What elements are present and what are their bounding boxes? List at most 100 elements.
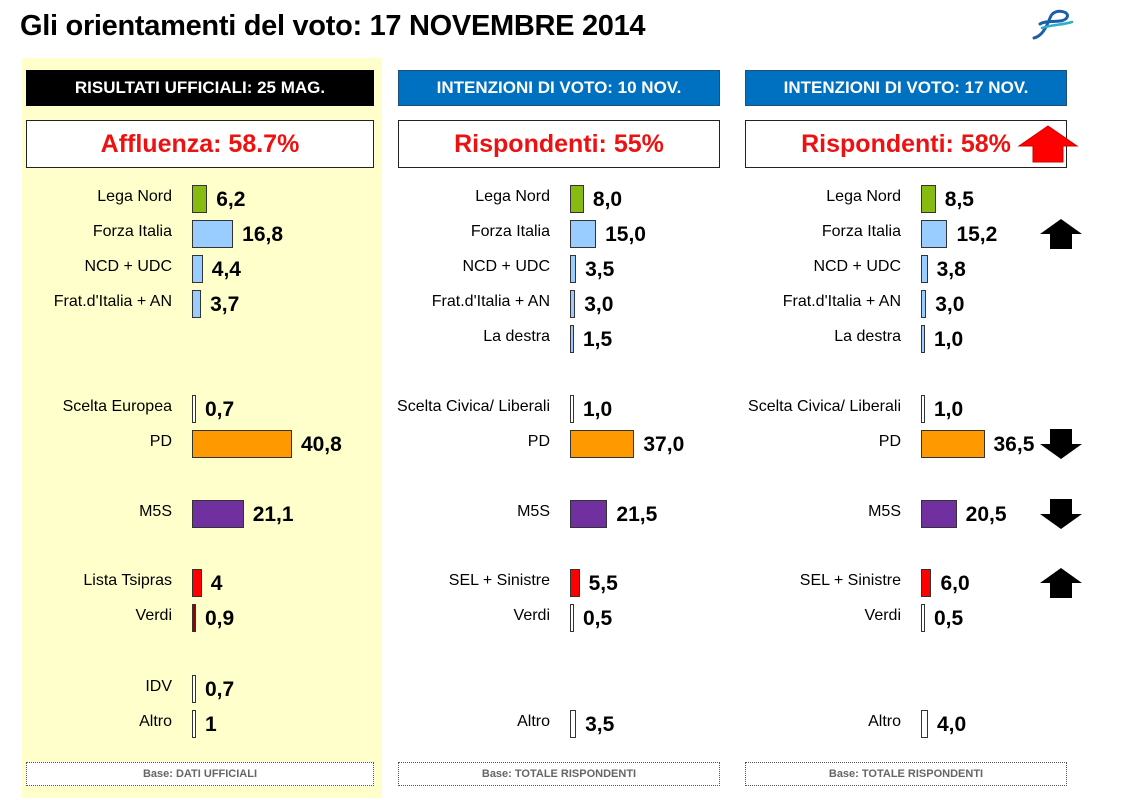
value-label: 6,2 <box>216 188 246 211</box>
category-label: PD <box>878 433 901 450</box>
bar <box>570 325 574 353</box>
bar <box>570 710 577 738</box>
category-label: NCD + UDC <box>813 258 901 275</box>
bar <box>921 220 948 248</box>
bar <box>921 604 925 632</box>
category-label: SEL + Sinistre <box>448 572 550 589</box>
category-label: Altro <box>517 713 550 730</box>
category-label: Verdi <box>135 607 172 624</box>
panel-header: RISULTATI UFFICIALI: 25 MAG. <box>26 70 374 106</box>
category-label: PD <box>527 433 550 450</box>
value-label: 3,0 <box>584 293 614 316</box>
value-label: 0,7 <box>205 398 235 421</box>
value-label: 4,0 <box>936 713 967 736</box>
value-label: 15,0 <box>605 223 646 246</box>
value-label: 1 <box>205 713 217 736</box>
bar-row: Forza Italia 16,8 <box>22 219 382 249</box>
bar <box>570 395 574 423</box>
category-label: Frat.d'Italia + AN <box>782 293 901 310</box>
bar <box>921 569 932 597</box>
bar <box>921 290 927 318</box>
bar-row: PD 37,0 <box>394 429 754 459</box>
bar <box>192 604 196 632</box>
bar-row: Altro 1 <box>22 709 382 739</box>
bar-row: Altro 3,5 <box>394 709 754 739</box>
value-label: 4 <box>210 572 223 595</box>
bar-row: NCD + UDC 3,5 <box>394 254 754 284</box>
page-title: Gli orientamenti del voto: 17 NOVEMBRE 2… <box>20 10 646 42</box>
bar-row: Forza Italia 15,2 <box>741 219 1101 249</box>
category-label: Verdi <box>513 607 550 624</box>
value-label: 21,5 <box>616 503 658 526</box>
category-label: Scelta Civica/ Liberali <box>397 398 550 415</box>
bar-row: Frat.d'Italia + AN 3,7 <box>22 289 382 319</box>
value-label: 3,7 <box>210 293 240 316</box>
bar-row: Lega Nord 8,0 <box>394 184 754 214</box>
bar <box>192 569 202 597</box>
bar-row: Verdi 0,5 <box>394 603 754 633</box>
bar-row: Frat.d'Italia + AN 3,0 <box>741 289 1101 319</box>
category-label: NCD + UDC <box>84 258 172 275</box>
value-label: 0,5 <box>934 607 964 630</box>
category-label: Frat.d'Italia + AN <box>431 293 550 310</box>
bar <box>921 395 925 423</box>
panel-header: INTENZIONI DI VOTO: 10 NOV. <box>398 70 720 106</box>
bar <box>570 604 574 632</box>
bar <box>192 185 208 213</box>
bar <box>921 500 957 528</box>
base-note: Base: DATI UFFICIALI <box>26 762 374 786</box>
bar-row: M5S 21,5 <box>394 499 754 529</box>
bar <box>192 255 203 283</box>
bar-row: Frat.d'Italia + AN 3,0 <box>394 289 754 319</box>
category-label: IDV <box>145 678 172 695</box>
bar <box>192 395 196 423</box>
bar-row: NCD + UDC 4,4 <box>22 254 382 284</box>
bar-row: Forza Italia 15,0 <box>394 219 754 249</box>
category-label: Forza Italia <box>821 223 901 240</box>
key-stat-box: Rispondenti: 58% <box>745 120 1067 168</box>
category-label: La destra <box>834 328 901 345</box>
bar-row: PD 40,8 <box>22 429 382 459</box>
bar-row: M5S 21,1 <box>22 499 382 529</box>
bar <box>192 710 196 738</box>
value-label: 15,2 <box>956 223 998 246</box>
bar <box>570 430 635 458</box>
value-label: 36,5 <box>993 433 1035 456</box>
value-label: 5,5 <box>588 572 618 595</box>
value-label: 3,0 <box>935 293 965 316</box>
value-label: 4,4 <box>211 258 241 281</box>
panel-header: INTENZIONI DI VOTO: 17 NOV. <box>745 70 1067 106</box>
value-label: 37,0 <box>643 433 685 456</box>
value-label: 6,0 <box>940 572 970 595</box>
bar <box>192 430 292 458</box>
bar <box>570 500 608 528</box>
category-label: Forza Italia <box>92 223 172 240</box>
bar-row: La destra 1,0 <box>741 324 1101 354</box>
value-label: 0,7 <box>205 678 235 701</box>
category-label: Altro <box>139 713 172 730</box>
bar <box>570 290 576 318</box>
bar <box>570 255 577 283</box>
brand-logo-icon <box>1032 9 1074 40</box>
bar-row: La destra 1,5 <box>394 324 754 354</box>
category-label: M5S <box>139 503 172 520</box>
value-label: 3,5 <box>585 258 615 281</box>
bar <box>921 325 925 353</box>
key-stat-up-arrow-icon <box>1017 125 1079 163</box>
bar <box>570 185 584 213</box>
category-label: Lega Nord <box>97 188 172 205</box>
bar-row: IDV 0,7 <box>22 674 382 704</box>
category-label: Verdi <box>864 607 901 624</box>
value-label: 8,5 <box>944 188 974 211</box>
key-stat-box: Rispondenti: 55% <box>398 120 720 168</box>
bar-row: SEL + Sinistre 5,5 <box>394 568 754 598</box>
category-label: PD <box>149 433 172 450</box>
panel-intentions-17-nov: INTENZIONI DI VOTO: 17 NOV. Rispondenti:… <box>741 58 1101 798</box>
category-label: Scelta Civica/ Liberali <box>748 398 901 415</box>
value-label: 0,5 <box>583 607 613 630</box>
bar <box>192 675 196 703</box>
key-stat-box: Affluenza: 58.7% <box>26 120 374 168</box>
trend-down-arrow-icon <box>1040 499 1082 529</box>
panel-intentions-10-nov: INTENZIONI DI VOTO: 10 NOV. Rispondenti:… <box>394 58 754 798</box>
category-label: Scelta Europea <box>62 398 172 415</box>
